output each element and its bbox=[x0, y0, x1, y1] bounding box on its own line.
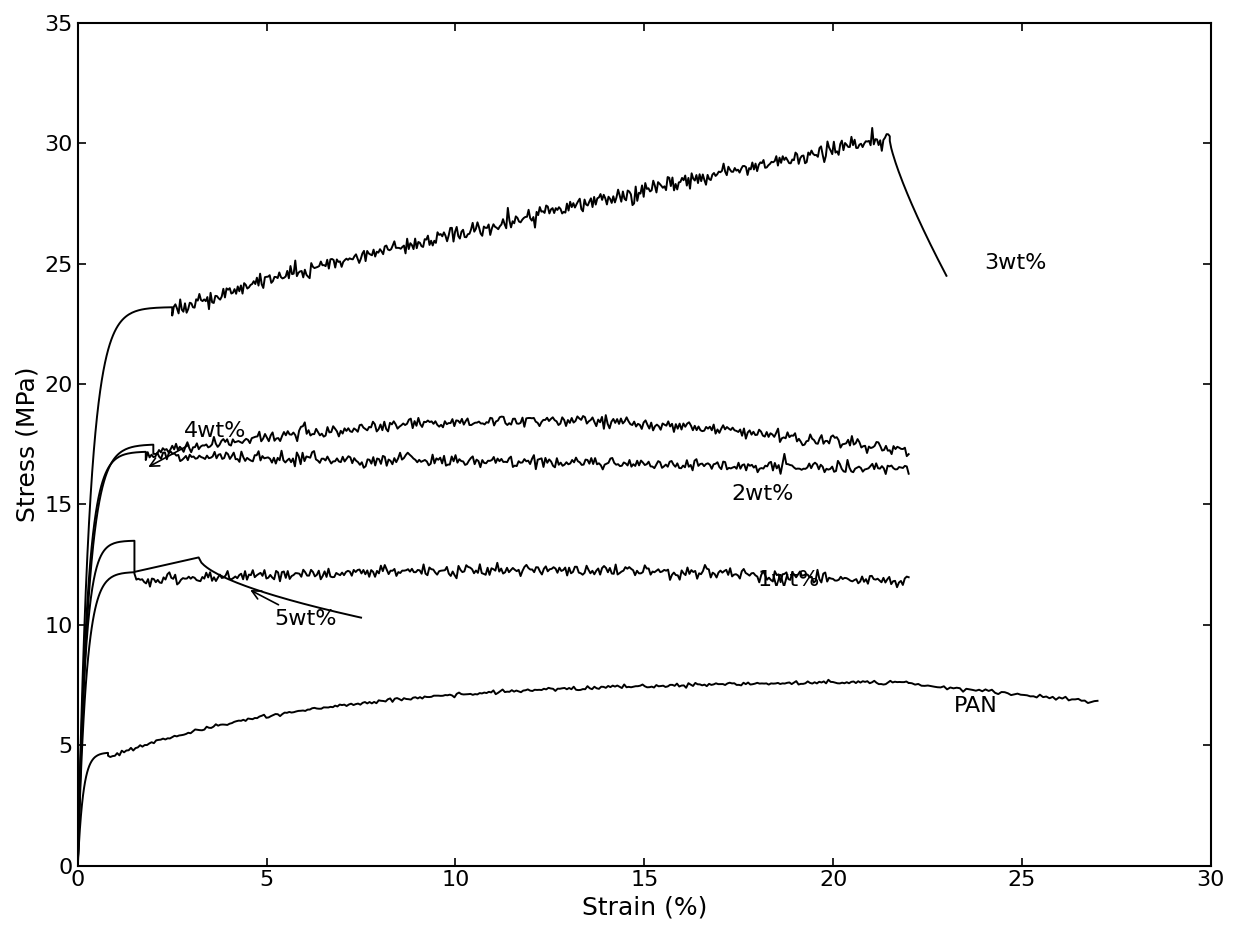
Text: 2wt%: 2wt% bbox=[732, 483, 794, 504]
Text: 3wt%: 3wt% bbox=[985, 252, 1047, 273]
Y-axis label: Stress (MPa): Stress (MPa) bbox=[15, 367, 38, 522]
Text: 5wt%: 5wt% bbox=[252, 591, 337, 629]
Text: 1wt%: 1wt% bbox=[758, 570, 820, 590]
Text: PAN: PAN bbox=[954, 696, 998, 715]
X-axis label: Strain (%): Strain (%) bbox=[582, 896, 707, 920]
Text: 4wt%: 4wt% bbox=[150, 421, 246, 467]
